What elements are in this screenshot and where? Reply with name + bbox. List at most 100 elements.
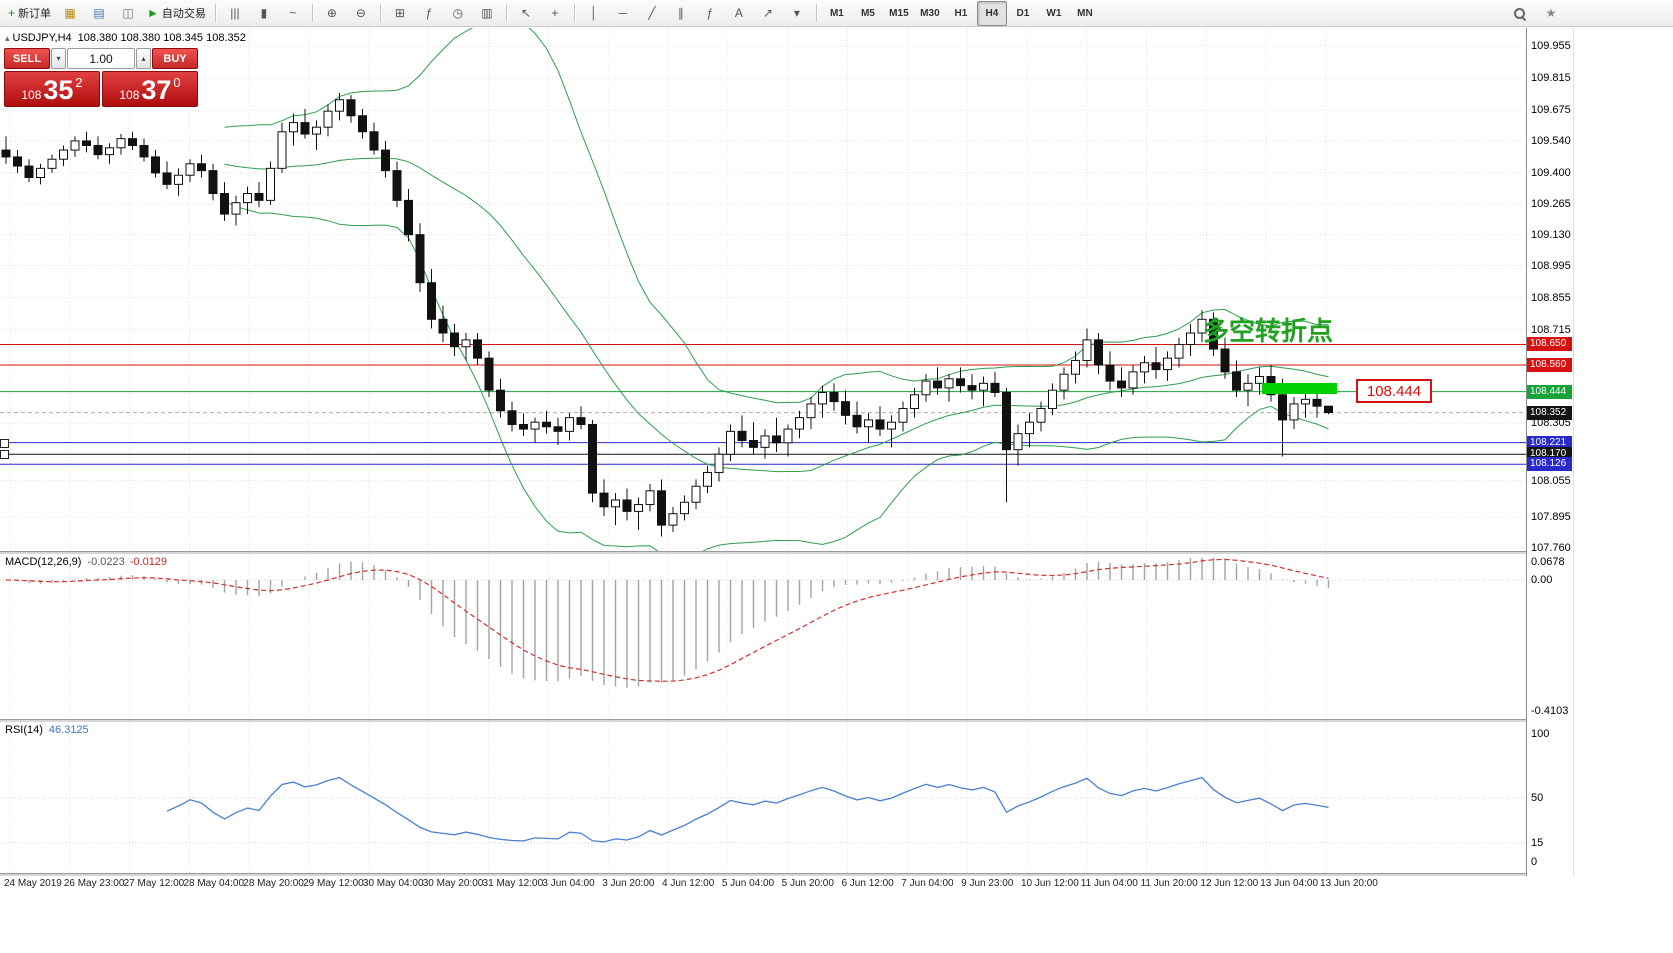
candle-body — [59, 149, 68, 160]
candle-body — [714, 453, 724, 474]
price-tick-label: 108.305 — [1531, 417, 1571, 430]
autotrading-button[interactable]: ► 自动交易 — [143, 2, 210, 25]
buy-price-box[interactable]: 108 37 0 — [102, 71, 198, 107]
templates-icon[interactable]: ▥ — [473, 2, 501, 25]
chinese-annotation-text[interactable]: 多空转折点 — [1203, 317, 1334, 347]
volume-down-button[interactable]: ▾ — [51, 48, 66, 69]
zoom-out-icon[interactable]: ⊖ — [347, 2, 375, 25]
text-label-icon[interactable]: A — [725, 2, 753, 25]
trendline-icon[interactable]: ╱ — [638, 2, 666, 25]
collapse-arrow-icon[interactable]: ▴ — [5, 33, 10, 43]
candlestick-chart-icon[interactable]: ▮ — [250, 2, 278, 25]
timeframe-d1[interactable]: D1 — [1008, 1, 1038, 26]
rsi-chart[interactable] — [0, 722, 1526, 873]
panel-separator-1[interactable] — [0, 551, 1673, 554]
panel-separator-2[interactable] — [0, 719, 1673, 722]
timeframe-m5-label: M5 — [860, 7, 875, 19]
candle-body — [737, 430, 747, 442]
chart-window-icon[interactable]: ▦ — [56, 2, 84, 25]
highlight-rectangle[interactable] — [1262, 383, 1337, 394]
candle-body — [358, 115, 367, 133]
macd-panel[interactable]: MACD(12,26,9) -0.0223 -0.0129 — [0, 554, 1526, 719]
candle-body — [1163, 357, 1172, 371]
support-line-upper-badge: 108.221 — [1527, 435, 1572, 450]
support-line-upper-handle[interactable] — [0, 438, 9, 448]
timeframe-h4-label: H4 — [985, 7, 999, 19]
buy-button[interactable]: BUY — [152, 48, 198, 69]
indicators-icon: ƒ — [425, 6, 433, 20]
macd-chart[interactable] — [0, 554, 1526, 719]
indicators-icon[interactable]: ƒ — [415, 2, 443, 25]
timeframe-mn[interactable]: MN — [1070, 1, 1100, 26]
support-line-mid-handle[interactable] — [0, 450, 9, 460]
crosshair-icon[interactable]: + — [541, 2, 569, 25]
timeframe-m1[interactable]: M1 — [822, 1, 852, 26]
search-icon — [1512, 6, 1527, 21]
volume-input[interactable] — [67, 48, 135, 69]
candle-body — [898, 407, 908, 423]
candle-body — [795, 417, 804, 430]
periods-icon[interactable]: ◷ — [444, 2, 472, 25]
resistance-line-upper-badge: 108.650 — [1527, 337, 1572, 352]
bar-chart-icon[interactable]: ||| — [221, 2, 249, 25]
cursor-icon[interactable]: ↖ — [512, 2, 540, 25]
profiles-icon[interactable]: ▤ — [85, 2, 113, 25]
price-chart[interactable] — [0, 28, 1526, 551]
sell-price-main: 35 — [43, 75, 74, 106]
time-label: 28 May 04:00 — [183, 878, 245, 889]
objects-dropdown-icon[interactable]: ▾ — [783, 2, 811, 25]
panel-separator-3[interactable] — [0, 873, 1673, 876]
new-order-button[interactable]: + 新订单 — [4, 2, 55, 25]
tile-windows-icon[interactable]: ⊞ — [386, 2, 414, 25]
symbol-ohlc-header: ▴ USDJPY,H4 108.380 108.380 108.345 108.35… — [5, 32, 246, 44]
sell-price-box[interactable]: 108 35 2 — [4, 71, 100, 107]
price-chart-panel[interactable]: ▴ USDJPY,H4 108.380 108.380 108.345 108.35… — [0, 28, 1526, 551]
candle-body — [645, 490, 655, 506]
toolbar-separator — [505, 4, 507, 22]
timeframe-w1[interactable]: W1 — [1039, 1, 1069, 26]
rsi-panel[interactable]: RSI(14) 46.3125 — [0, 722, 1526, 873]
timeframe-h4[interactable]: H4 — [976, 0, 1007, 26]
candle-body — [208, 170, 218, 195]
candle-body — [1255, 375, 1264, 384]
candle-body — [910, 394, 919, 409]
zoom-in-icon[interactable]: ⊕ — [318, 2, 346, 25]
candle-body — [1105, 364, 1115, 382]
equidistant-channel-icon[interactable]: ∥ — [667, 2, 695, 25]
horizontal-line-icon[interactable]: ─ — [609, 2, 637, 25]
arrows-icon[interactable]: ↗ — [754, 2, 782, 25]
candle-body — [197, 163, 206, 172]
data-window-icon[interactable]: ◫ — [114, 2, 142, 25]
search-icon[interactable] — [1505, 2, 1533, 25]
time-label: 27 May 12:00 — [123, 878, 185, 889]
candle-body — [300, 122, 310, 135]
candle-body — [243, 193, 252, 204]
vertical-line-icon[interactable]: │ — [580, 2, 608, 25]
time-axis[interactable]: 24 May 2019 26 May 23:00 27 May 12:00 28 Ma… — [0, 876, 1673, 896]
bollinger-upper-band — [224, 28, 1329, 404]
rsi-label: RSI(14) — [5, 724, 43, 736]
volume-up-button[interactable]: ▴ — [136, 48, 151, 69]
candle-body — [875, 419, 885, 430]
fibonacci-icon[interactable]: ƒ — [696, 2, 724, 25]
macd-scale-zero: 0.00 — [1531, 574, 1553, 586]
time-label: 10 Jun 12:00 — [1020, 878, 1079, 889]
price-axis[interactable]: 109.955 109.815 109.675 109.540 109.400 109.2… — [1526, 28, 1673, 876]
vertical-line-icon: │ — [590, 6, 598, 20]
candle-body — [1186, 332, 1195, 345]
candle-body — [82, 140, 91, 146]
bollinger-lower-band — [224, 200, 1329, 551]
line-chart-icon[interactable]: ~ — [279, 2, 307, 25]
favorites-icon[interactable]: ★ — [1537, 2, 1565, 25]
candle-body — [1002, 391, 1011, 451]
price-tick-label: 109.815 — [1531, 72, 1571, 85]
timeframe-h1[interactable]: H1 — [946, 1, 976, 26]
sell-price-pip: 2 — [75, 75, 83, 90]
sell-button[interactable]: SELL — [4, 48, 50, 69]
timeframe-m30[interactable]: M30 — [915, 1, 945, 26]
timeframe-m15[interactable]: M15 — [884, 1, 914, 26]
candle-body — [323, 110, 333, 128]
timeframe-m5[interactable]: M5 — [853, 1, 883, 26]
price-callout-label[interactable]: 108.444 — [1356, 379, 1432, 403]
candle-body — [128, 138, 137, 146]
